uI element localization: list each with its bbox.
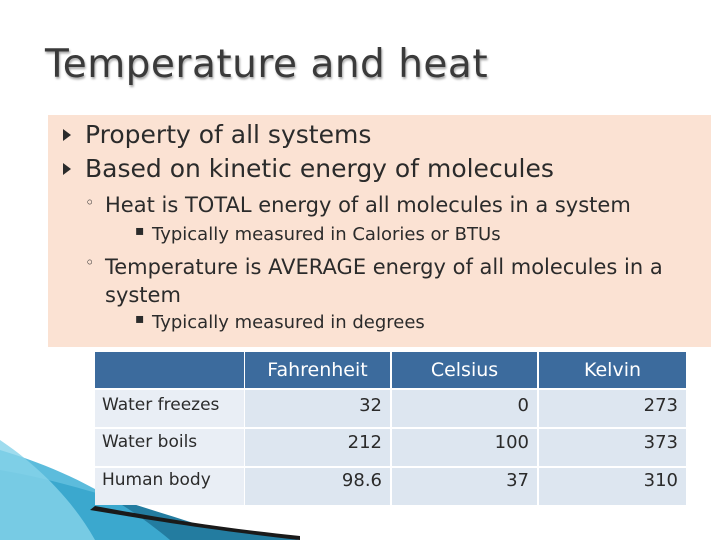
table-row-label: Water boils	[95, 429, 244, 466]
sub-bullet-item: ◦ Temperature is AVERAGE energy of all m…	[85, 253, 695, 309]
slide-title: Temperature and heat	[45, 42, 489, 87]
content-box	[48, 115, 711, 347]
table-cell: 32	[245, 390, 390, 427]
detail-bullet-text: Typically measured in degrees	[152, 312, 425, 333]
table-row-label: Water freezes	[95, 390, 244, 427]
ring-bullet-icon: ◦	[85, 193, 95, 212]
sub-bullet-text: Temperature is AVERAGE energy of all mol…	[105, 255, 663, 307]
table-header-cell: Celsius	[392, 352, 537, 388]
table-cell: 37	[392, 468, 537, 505]
table-cell: 98.6	[245, 468, 390, 505]
bullet-text: Based on kinetic energy of molecules	[85, 154, 554, 183]
decorative-swoosh	[0, 440, 300, 540]
table-cell: 100	[392, 429, 537, 466]
bullet-text: Property of all systems	[85, 120, 372, 149]
table-header-cell: Fahrenheit	[245, 352, 390, 388]
table-cell: 310	[539, 468, 686, 505]
ring-bullet-icon: ◦	[85, 253, 95, 272]
square-bullet-icon: ▪	[135, 223, 145, 239]
arrow-bullet-icon	[63, 129, 71, 141]
table-row-label: Human body	[95, 468, 244, 505]
table-cell: 373	[539, 429, 686, 466]
table-cell: 212	[245, 429, 390, 466]
table-cell: 273	[539, 390, 686, 427]
table-corner	[95, 352, 244, 388]
square-bullet-icon: ▪	[135, 311, 145, 327]
table-header-cell: Kelvin	[539, 352, 686, 388]
detail-bullet-text: Typically measured in Calories or BTUs	[152, 224, 501, 245]
arrow-bullet-icon	[63, 163, 71, 175]
table-cell: 0	[392, 390, 537, 427]
sub-bullet-text: Heat is TOTAL energy of all molecules in…	[105, 193, 631, 217]
